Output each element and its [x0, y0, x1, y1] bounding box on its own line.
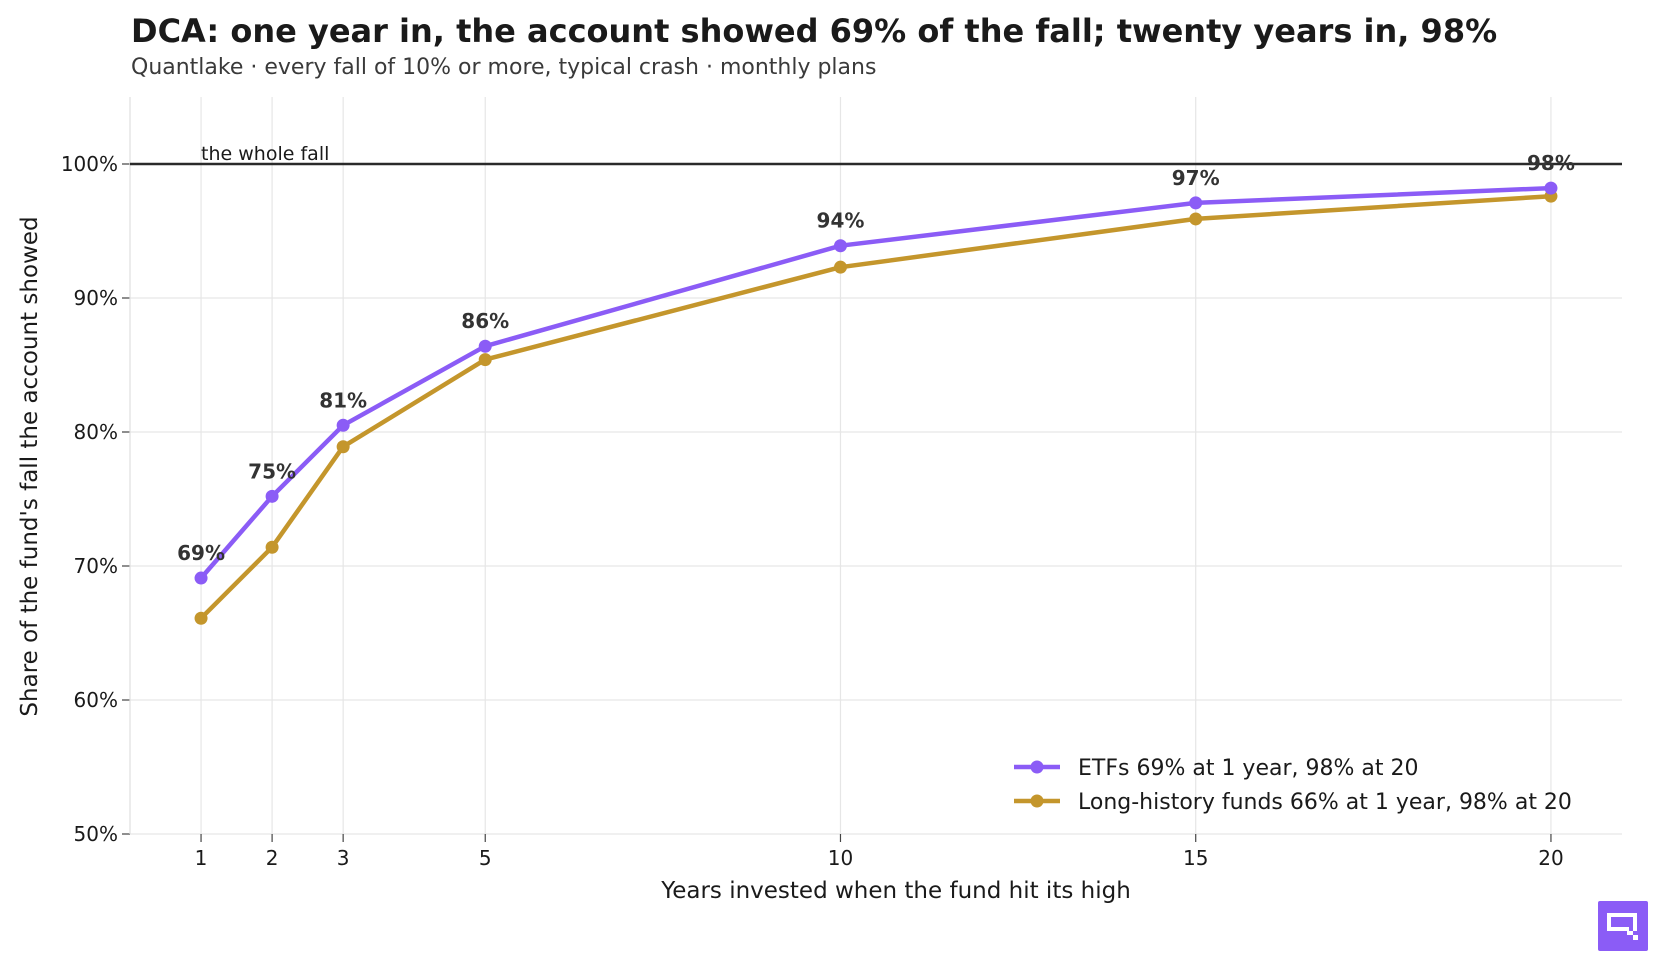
data-point [336, 418, 350, 432]
data-point [194, 571, 208, 585]
data-label: 81% [319, 388, 367, 412]
data-label: 75% [248, 459, 296, 483]
y-tick-label: 70% [74, 554, 118, 578]
reference-line-group: the whole fall [130, 143, 1622, 166]
x-axis-title: Years invested when the fund hit its hig… [660, 878, 1131, 904]
data-label: 69% [177, 541, 225, 565]
legend-entry-label: ETFs 69% at 1 year, 98% at 20 [1078, 756, 1418, 781]
data-label: 86% [461, 309, 509, 333]
y-tick-label: 50% [74, 822, 118, 846]
chart-title: DCA: one year in, the account showed 69%… [131, 12, 1498, 50]
y-tick-label: 80% [74, 420, 118, 444]
x-tick-label: 3 [337, 846, 350, 870]
data-point [194, 611, 208, 625]
data-point [265, 489, 279, 503]
data-label: 97% [1172, 166, 1220, 190]
data-point [1189, 196, 1203, 210]
data-point [336, 440, 350, 454]
data-point [1544, 181, 1558, 195]
data-point [1189, 212, 1203, 226]
data-label: 94% [817, 209, 865, 233]
data-point [833, 239, 847, 253]
y-tick-label: 60% [74, 688, 118, 712]
x-tick-label: 15 [1183, 846, 1208, 870]
legend-swatch-marker [1030, 760, 1044, 774]
y-axis-title: Share of the fund's fall the account sho… [17, 216, 43, 716]
legend-swatch-marker [1030, 794, 1044, 808]
chart-subtitle: Quantlake · every fall of 10% or more, t… [131, 55, 877, 80]
x-tick-label: 2 [266, 846, 279, 870]
quantlake-logo-icon [1598, 901, 1648, 951]
data-labels: 69% 75% 81% 86% 94% 97% 98% [177, 151, 1575, 565]
x-tick-label: 1 [195, 846, 208, 870]
y-tick-label: 100% [61, 152, 118, 176]
x-tick-label: 10 [828, 846, 853, 870]
x-tick-label: 20 [1538, 846, 1563, 870]
series-group [194, 181, 1558, 625]
x-tick-label: 5 [479, 846, 492, 870]
data-point [265, 540, 279, 554]
axes: 50% 60% 70% 80% 90% 100% 1 2 3 5 10 15 20 [61, 97, 1564, 870]
y-tick-label: 90% [74, 286, 118, 310]
series-line [198, 185, 1554, 581]
reference-line-label: the whole fall [201, 143, 329, 165]
legend: ETFs 69% at 1 year, 98% at 20 Long-histor… [1014, 756, 1572, 815]
data-point [833, 260, 847, 274]
data-label: 98% [1527, 151, 1575, 175]
data-point [478, 339, 492, 353]
legend-entry-label: Long-history funds 66% at 1 year, 98% at… [1078, 790, 1572, 815]
series-line [198, 193, 1554, 621]
data-point [478, 353, 492, 367]
